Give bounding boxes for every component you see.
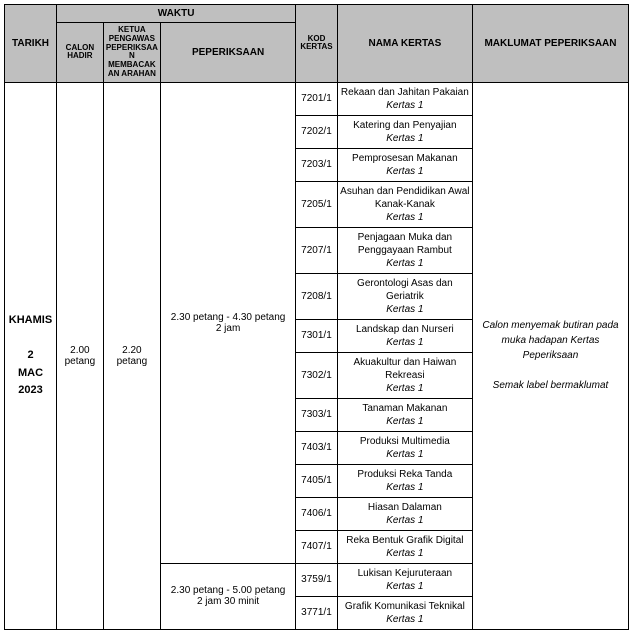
nama-kertas: Akuakultur dan Haiwan RekreasiKertas 1 (337, 352, 472, 398)
nama-kertas: Hiasan DalamanKertas 1 (337, 497, 472, 530)
paper-sub: Kertas 1 (340, 303, 470, 316)
paper-sub: Kertas 1 (340, 382, 470, 395)
info-line2: Semak label bermaklumat (493, 380, 609, 391)
nama-kertas: Landskap dan NurseriKertas 1 (337, 319, 472, 352)
kod-kertas: 7403/1 (296, 431, 338, 464)
calon-hadir-time: 2.00 petang (57, 82, 104, 629)
nama-kertas: Tanaman MakananKertas 1 (337, 398, 472, 431)
header-peperiksaan: PEPERIKSAAN (160, 23, 295, 83)
table-row: KHAMIS2MAC20232.00 petang2.20 petang2.30… (5, 82, 629, 115)
paper-sub: Kertas 1 (340, 415, 470, 428)
date-day: KHAMIS (9, 314, 52, 326)
paper-sub: Kertas 1 (340, 132, 470, 145)
paper-title: Tanaman Makanan (340, 402, 470, 415)
exam-timetable: TARIKH WAKTU KOD KERTAS NAMA KERTAS MAKL… (4, 4, 629, 630)
session-duration: 2 jam (216, 323, 240, 334)
paper-sub: Kertas 1 (340, 580, 470, 593)
session-time: 2.30 petang - 4.30 petang2 jam (160, 82, 295, 563)
kod-kertas: 7203/1 (296, 148, 338, 181)
kod-kertas: 7207/1 (296, 227, 338, 273)
paper-sub: Kertas 1 (340, 547, 470, 560)
paper-sub: Kertas 1 (340, 448, 470, 461)
paper-sub: Kertas 1 (340, 514, 470, 527)
kod-kertas: 3771/1 (296, 596, 338, 629)
session-duration: 2 jam 30 minit (197, 596, 259, 607)
paper-title: Pemprosesan Makanan (340, 152, 470, 165)
paper-title: Reka Bentuk Grafik Digital (340, 534, 470, 547)
nama-kertas: Gerontologi Asas dan GeriatrikKertas 1 (337, 273, 472, 319)
header-calon-hadir: CALON HADIR (57, 23, 104, 83)
kod-kertas: 7406/1 (296, 497, 338, 530)
paper-title: Penjagaan Muka dan Penggayaan Rambut (340, 231, 470, 257)
header-ketua-pengawas: KETUA PENGAWAS PEPERIKSAAN MEMBACAKAN AR… (103, 23, 160, 83)
kod-kertas: 7208/1 (296, 273, 338, 319)
nama-kertas: Asuhan dan Pendidikan Awal Kanak-KanakKe… (337, 181, 472, 227)
kod-kertas: 7301/1 (296, 319, 338, 352)
date-num: 2 (27, 349, 33, 361)
info-line1: Calon menyemak butiran pada muka hadapan… (482, 320, 618, 361)
paper-title: Produksi Multimedia (340, 435, 470, 448)
nama-kertas: Rekaan dan Jahitan PakaianKertas 1 (337, 82, 472, 115)
paper-sub: Kertas 1 (340, 99, 470, 112)
paper-title: Akuakultur dan Haiwan Rekreasi (340, 356, 470, 382)
paper-title: Rekaan dan Jahitan Pakaian (340, 86, 470, 99)
paper-title: Gerontologi Asas dan Geriatrik (340, 277, 470, 303)
paper-sub: Kertas 1 (340, 336, 470, 349)
kod-kertas: 7201/1 (296, 82, 338, 115)
table-header: TARIKH WAKTU KOD KERTAS NAMA KERTAS MAKL… (5, 5, 629, 83)
kod-kertas: 7202/1 (296, 115, 338, 148)
paper-sub: Kertas 1 (340, 613, 470, 626)
nama-kertas: Reka Bentuk Grafik DigitalKertas 1 (337, 530, 472, 563)
nama-kertas: Grafik Komunikasi TeknikalKertas 1 (337, 596, 472, 629)
nama-kertas: Penjagaan Muka dan Penggayaan RambutKert… (337, 227, 472, 273)
table-body: KHAMIS2MAC20232.00 petang2.20 petang2.30… (5, 82, 629, 629)
date-year: 2023 (18, 384, 42, 396)
paper-sub: Kertas 1 (340, 257, 470, 270)
paper-title: Hiasan Dalaman (340, 501, 470, 514)
header-nama-kertas: NAMA KERTAS (337, 5, 472, 83)
header-tarikh: TARIKH (5, 5, 57, 83)
nama-kertas: Pemprosesan MakananKertas 1 (337, 148, 472, 181)
kod-kertas: 7303/1 (296, 398, 338, 431)
nama-kertas: Produksi MultimediaKertas 1 (337, 431, 472, 464)
ketua-pengawas-time: 2.20 petang (103, 82, 160, 629)
kod-kertas: 7205/1 (296, 181, 338, 227)
kod-kertas: 7407/1 (296, 530, 338, 563)
date-cell: KHAMIS 2 MAC 2023 (5, 82, 57, 629)
kod-kertas: 3759/1 (296, 563, 338, 596)
paper-sub: Kertas 1 (340, 211, 470, 224)
paper-sub: Kertas 1 (340, 481, 470, 494)
header-maklumat: MAKLUMAT PEPERIKSAAN (472, 5, 628, 83)
header-waktu: WAKTU (57, 5, 296, 23)
date-month: MAC (18, 367, 43, 379)
paper-sub: Kertas 1 (340, 165, 470, 178)
session-time: 2.30 petang - 5.00 petang2 jam 30 minit (160, 563, 295, 629)
kod-kertas: 7302/1 (296, 352, 338, 398)
maklumat-cell: Calon menyemak butiran pada muka hadapan… (472, 82, 628, 629)
paper-title: Katering dan Penyajian (340, 119, 470, 132)
header-kod-kertas: KOD KERTAS (296, 5, 338, 83)
session-time-range: 2.30 petang - 4.30 petang (171, 312, 286, 323)
paper-title: Produksi Reka Tanda (340, 468, 470, 481)
nama-kertas: Lukisan KejuruteraanKertas 1 (337, 563, 472, 596)
nama-kertas: Katering dan PenyajianKertas 1 (337, 115, 472, 148)
paper-title: Grafik Komunikasi Teknikal (340, 600, 470, 613)
paper-title: Landskap dan Nurseri (340, 323, 470, 336)
kod-kertas: 7405/1 (296, 464, 338, 497)
nama-kertas: Produksi Reka TandaKertas 1 (337, 464, 472, 497)
paper-title: Lukisan Kejuruteraan (340, 567, 470, 580)
paper-title: Asuhan dan Pendidikan Awal Kanak-Kanak (340, 185, 470, 211)
